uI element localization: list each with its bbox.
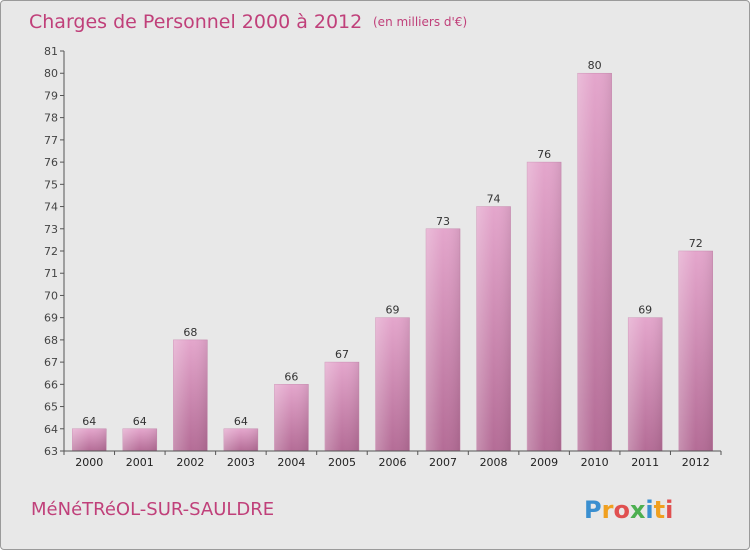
x-tick-label-2005: 2005 bbox=[328, 456, 356, 469]
value-label-2001: 64 bbox=[133, 415, 147, 428]
y-tick-label: 81 bbox=[44, 45, 58, 58]
logo-letter: o bbox=[613, 496, 630, 524]
logo-letter: i bbox=[645, 496, 653, 524]
value-label-2006: 69 bbox=[386, 304, 400, 317]
y-tick-label: 63 bbox=[44, 445, 58, 458]
logo-letter: P bbox=[584, 496, 602, 524]
bar-shade-2009 bbox=[527, 162, 562, 451]
value-label-2005: 67 bbox=[335, 348, 349, 361]
y-tick-label: 72 bbox=[44, 245, 58, 258]
bar-shade-2001 bbox=[122, 428, 157, 451]
bar-shade-2011 bbox=[628, 317, 663, 451]
chart-title: Charges de Personnel 2000 à 2012 bbox=[29, 11, 362, 33]
bars-group: 64 64 68 64 66 67 69 73 74 76 80 69 72 bbox=[72, 59, 713, 452]
y-tick-label: 65 bbox=[44, 401, 58, 414]
value-label-2000: 64 bbox=[82, 415, 96, 428]
x-axis: 2000 2001 2002 2003 2004 2005 2006 2007 2008 2009… bbox=[63, 450, 722, 469]
place-name: MéNéTRéOL-SUR-SAULDRE bbox=[31, 499, 274, 520]
x-tick-label-2004: 2004 bbox=[277, 456, 305, 469]
value-label-2011: 69 bbox=[638, 304, 652, 317]
bar-shade-2012 bbox=[678, 251, 713, 451]
logo-letter: t bbox=[654, 496, 665, 524]
value-label-2002: 68 bbox=[183, 326, 197, 339]
y-tick-label: 78 bbox=[44, 112, 58, 125]
y-tick-label: 67 bbox=[44, 356, 58, 369]
y-tick-label: 66 bbox=[44, 378, 58, 391]
x-tick-label-2007: 2007 bbox=[429, 456, 457, 469]
x-tick-label-2010: 2010 bbox=[581, 456, 609, 469]
value-label-2010: 80 bbox=[588, 59, 602, 72]
value-label-2003: 64 bbox=[234, 415, 248, 428]
y-tick-label: 74 bbox=[44, 201, 58, 214]
bar-shade-2005 bbox=[324, 362, 359, 451]
bar-shade-2003 bbox=[223, 428, 258, 451]
bar-shade-2006 bbox=[375, 317, 410, 451]
x-tick-label-2001: 2001 bbox=[126, 456, 154, 469]
value-label-2012: 72 bbox=[689, 237, 703, 250]
y-tick-label: 79 bbox=[44, 89, 58, 102]
y-axis: 63 64 65 66 67 68 69 70 71 72 73 74 75 76 77 78 79 80 81 bbox=[44, 45, 65, 458]
chart-unit-note: (en milliers d'€) bbox=[373, 15, 467, 29]
value-label-2008: 74 bbox=[487, 193, 501, 206]
value-label-2009: 76 bbox=[537, 148, 551, 161]
bar-shade-2000 bbox=[72, 428, 107, 451]
y-tick-label: 75 bbox=[44, 178, 58, 191]
y-tick-label: 64 bbox=[44, 423, 58, 436]
bar-shade-2008 bbox=[476, 206, 511, 451]
value-label-2004: 66 bbox=[284, 370, 298, 383]
logo-letter: x bbox=[630, 496, 646, 524]
value-label-2007: 73 bbox=[436, 215, 450, 228]
x-tick-label-2011: 2011 bbox=[631, 456, 659, 469]
y-tick-label: 71 bbox=[44, 267, 58, 280]
bar-shade-2002 bbox=[173, 339, 208, 451]
proxiti-logo: Proxiti bbox=[584, 496, 673, 524]
bar-shade-2004 bbox=[274, 384, 309, 451]
x-tick-label-2003: 2003 bbox=[227, 456, 255, 469]
y-tick-label: 68 bbox=[44, 334, 58, 347]
x-tick-label-2012: 2012 bbox=[682, 456, 710, 469]
x-tick-label-2009: 2009 bbox=[530, 456, 558, 469]
bar-shade-2010 bbox=[577, 73, 612, 451]
x-tick-label-2002: 2002 bbox=[176, 456, 204, 469]
y-tick-label: 80 bbox=[44, 67, 58, 80]
y-tick-label: 70 bbox=[44, 289, 58, 302]
y-tick-label: 73 bbox=[44, 223, 58, 236]
y-tick-label: 69 bbox=[44, 312, 58, 325]
bar-shade-2007 bbox=[426, 228, 461, 451]
x-tick-label-2000: 2000 bbox=[75, 456, 103, 469]
y-tick-label: 77 bbox=[44, 134, 58, 147]
logo-letter: r bbox=[602, 496, 614, 524]
x-tick-label-2006: 2006 bbox=[379, 456, 407, 469]
logo-letter: i bbox=[665, 496, 673, 524]
y-tick-label: 76 bbox=[44, 156, 58, 169]
x-tick-label-2008: 2008 bbox=[480, 456, 508, 469]
